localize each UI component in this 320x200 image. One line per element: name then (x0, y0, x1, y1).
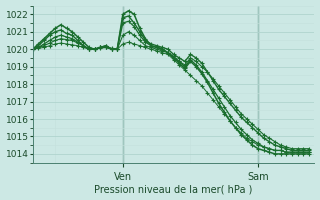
X-axis label: Pression niveau de la mer( hPa ): Pression niveau de la mer( hPa ) (94, 184, 253, 194)
